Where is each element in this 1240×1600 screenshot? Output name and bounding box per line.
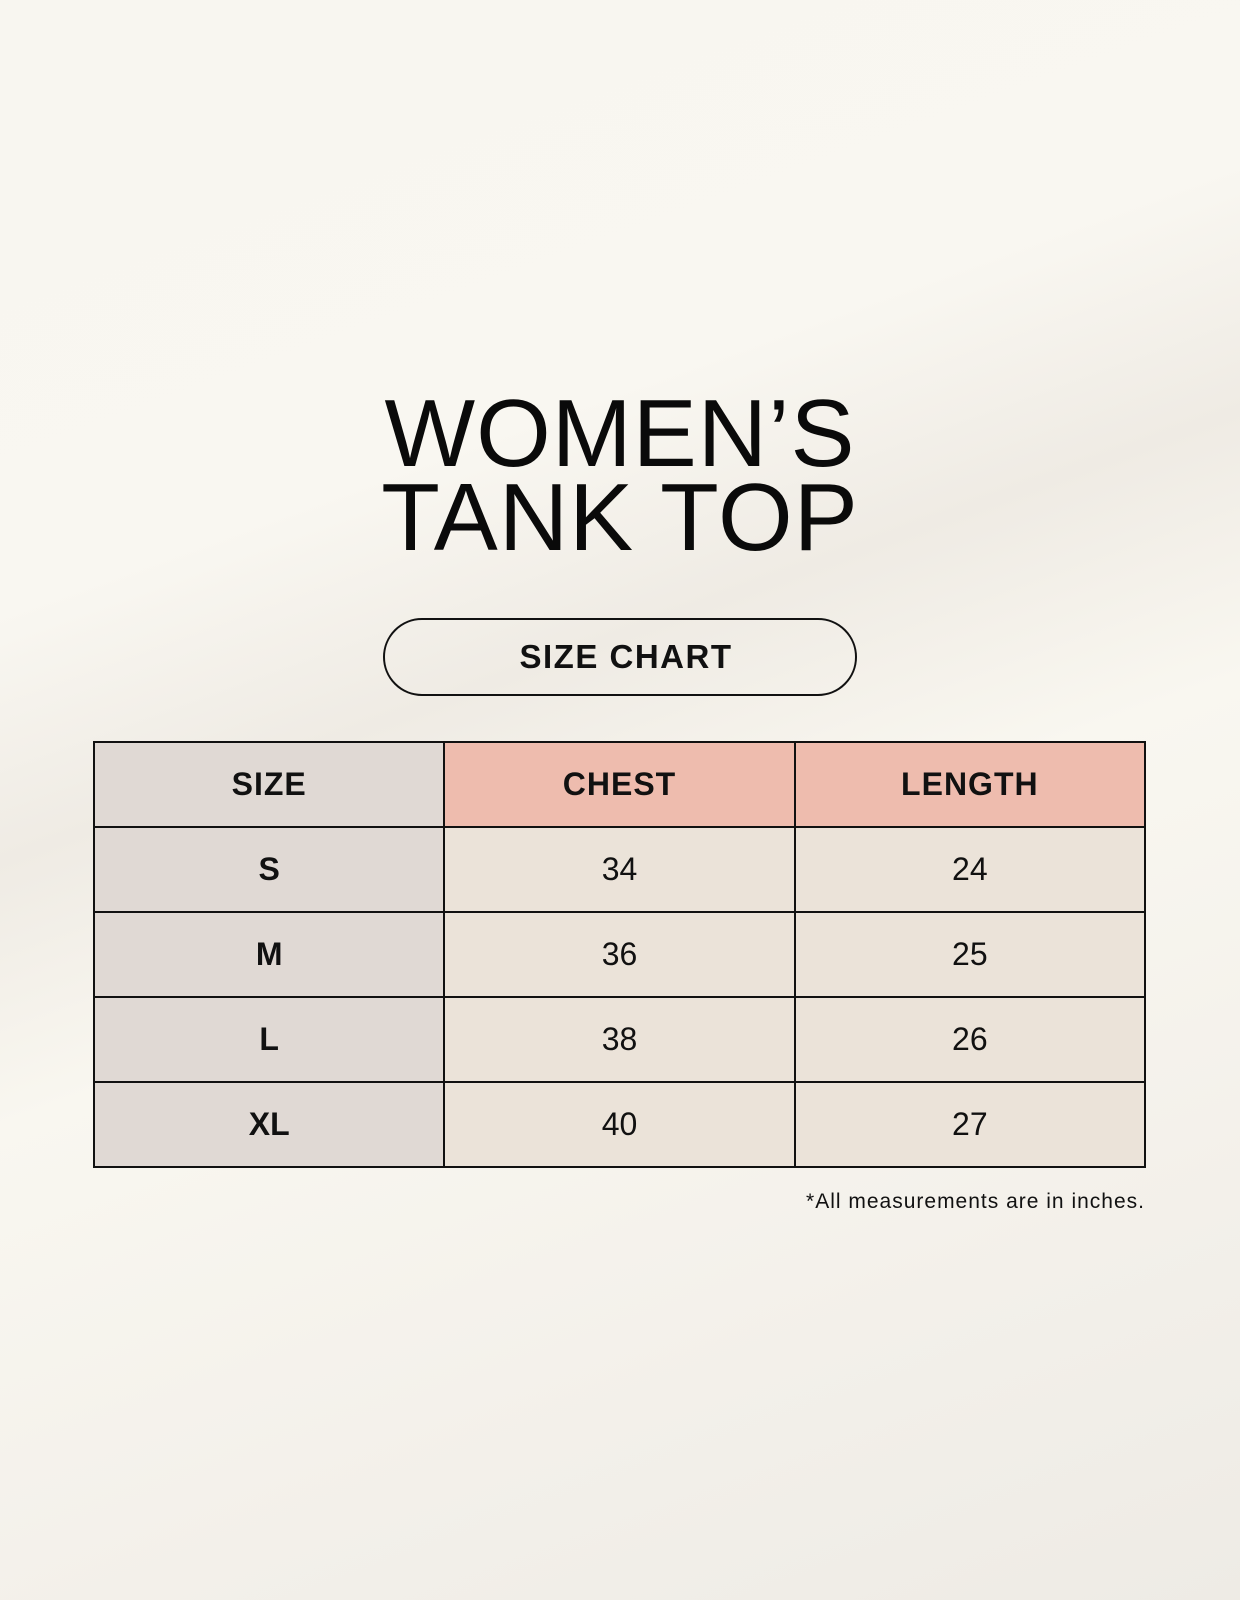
table-header-row: SIZE CHEST LENGTH — [92, 741, 1147, 828]
size-cell: S — [92, 826, 446, 913]
table-row: XL 40 27 — [92, 1081, 1147, 1168]
chest-cell: 36 — [443, 911, 796, 998]
header-chest: CHEST — [443, 741, 796, 828]
footnote: *All measurements are in inches. — [806, 1190, 1145, 1213]
chest-cell: 40 — [443, 1081, 796, 1168]
table-row: S 34 24 — [92, 826, 1147, 913]
length-cell: 26 — [793, 996, 1147, 1083]
length-cell: 27 — [793, 1081, 1147, 1168]
page-title: WOMEN’S TANK TOP — [0, 380, 1240, 571]
size-chart-badge: SIZE CHART — [383, 618, 857, 696]
header-length: LENGTH — [793, 741, 1147, 828]
length-cell: 25 — [793, 911, 1147, 998]
size-cell: XL — [92, 1081, 446, 1168]
table-row: M 36 25 — [92, 911, 1147, 998]
title-line-2: TANK TOP — [381, 464, 859, 571]
size-table: SIZE CHEST LENGTH S 34 24 M 36 25 L 38 2… — [92, 741, 1147, 1168]
length-cell: 24 — [793, 826, 1147, 913]
size-cell: L — [92, 996, 446, 1083]
header-size: SIZE — [92, 741, 446, 828]
chest-cell: 38 — [443, 996, 796, 1083]
size-cell: M — [92, 911, 446, 998]
chest-cell: 34 — [443, 826, 796, 913]
title-line-1: WOMEN’S — [384, 380, 856, 487]
table-row: L 38 26 — [92, 996, 1147, 1083]
